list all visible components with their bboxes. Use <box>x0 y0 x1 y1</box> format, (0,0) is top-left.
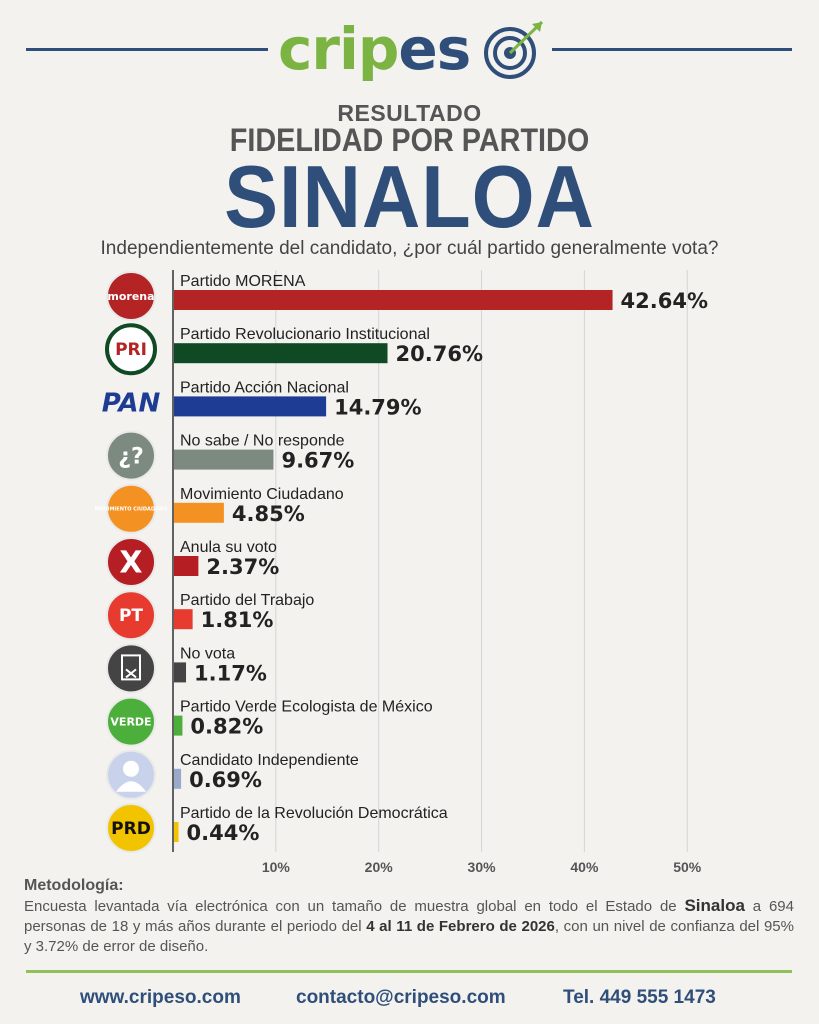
header-rule-right <box>552 48 792 51</box>
header-state: SINALOA <box>224 147 595 246</box>
category-label: No sabe / No responde <box>180 433 345 450</box>
x-tick-label: 20% <box>365 859 394 875</box>
header-rule-left <box>26 48 268 51</box>
category-label: Candidato Independiente <box>180 752 359 769</box>
svg-text:PT: PT <box>119 606 143 626</box>
bar <box>174 449 274 470</box>
methodology-text-b: a 694 personas de 18 y más años durante … <box>24 898 794 935</box>
category-label: Partido de la Revolución Democrática <box>180 805 448 822</box>
anula-x-icon: X <box>106 537 156 587</box>
cripeso-logo: cripes <box>278 14 548 84</box>
methodology-text-c: , con un nivel de confianza del 95% y 3.… <box>24 918 794 955</box>
value-label: 1.17% <box>194 661 267 685</box>
bar <box>174 822 179 842</box>
bar-chart: 10% 20% 30% 40% 50% morena Partido MORENA 42.64… <box>95 270 708 875</box>
svg-text:X: X <box>119 546 142 581</box>
value-label: 2.37% <box>206 555 279 579</box>
category-label: Partido del Trabajo <box>180 592 314 609</box>
value-label: 20.76% <box>396 342 483 366</box>
methodology: Metodología: Encuesta levantada vía elec… <box>24 876 794 957</box>
bar <box>174 662 187 683</box>
value-label: 4.85% <box>232 502 305 526</box>
x-tick-label: 50% <box>673 859 702 875</box>
value-label: 0.82% <box>190 715 263 739</box>
footer-website[interactable]: www.cripeso.com <box>80 987 241 1008</box>
bar <box>174 609 193 630</box>
pri-logo: PRI <box>105 323 157 376</box>
value-label: 1.81% <box>201 608 274 632</box>
value-label: 0.44% <box>187 821 260 845</box>
bar <box>174 290 613 310</box>
methodology-state: Sinaloa <box>684 896 745 915</box>
footer-phone: Tel. 449 555 1473 <box>563 987 716 1008</box>
verde-logo: VERDE <box>106 696 156 747</box>
logo-text-part1: crip <box>278 15 399 83</box>
value-label: 0.69% <box>189 768 262 792</box>
svg-text:¿?: ¿? <box>118 444 144 469</box>
header-subtitle: FIDELIDAD POR PARTIDO <box>229 122 590 158</box>
value-label: 42.64% <box>621 289 708 313</box>
no-vota-icon <box>106 643 156 694</box>
bar <box>174 502 224 523</box>
pt-logo: PT <box>106 590 156 641</box>
movimiento-ciudadano-logo: MOVIMIENTO CIUDADANO <box>95 483 168 534</box>
header-result: RESULTADO <box>337 100 482 126</box>
target-icon <box>484 20 544 79</box>
methodology-dates: 4 al 11 de Febrero de 2026 <box>366 918 555 935</box>
bar <box>174 715 183 736</box>
bar <box>174 556 199 576</box>
category-label: Partido MORENA <box>180 273 306 290</box>
bar <box>174 343 388 364</box>
svg-text:PRI: PRI <box>115 340 147 360</box>
pan-logo: PAN <box>102 389 161 419</box>
footer-rule <box>26 970 792 973</box>
svg-text:VERDE: VERDE <box>110 715 151 728</box>
value-label: 9.67% <box>281 449 354 473</box>
survey-question: Independientemente del candidato, ¿por c… <box>100 238 719 259</box>
methodology-title: Metodología: <box>24 877 124 894</box>
methodology-text: Encuesta levantada vía electrónica con u… <box>24 896 794 957</box>
x-tick-label: 40% <box>570 859 599 875</box>
morena-logo: morena <box>106 271 156 321</box>
svg-text:PAN: PAN <box>102 389 161 419</box>
methodology-text-a: Encuesta levantada vía electrónica con u… <box>24 898 685 915</box>
value-label: 14.79% <box>334 395 421 419</box>
footer-email[interactable]: contacto@cripeso.com <box>296 987 506 1008</box>
category-label: Partido Acción Nacional <box>180 379 349 396</box>
x-tick-label: 30% <box>468 859 497 875</box>
category-label: No vota <box>180 645 235 662</box>
svg-text:MOVIMIENTO CIUDADANO: MOVIMIENTO CIUDADANO <box>95 507 168 513</box>
bar <box>174 768 182 789</box>
svg-text:morena: morena <box>107 290 154 303</box>
category-label: Movimiento Ciudadano <box>180 486 344 503</box>
question-icon: ¿? <box>106 430 156 481</box>
logo-text-part2: es <box>398 15 471 83</box>
category-label: Partido Revolucionario Institucional <box>180 326 430 343</box>
prd-logo: PRD <box>106 803 156 853</box>
x-tick-label: 10% <box>262 859 291 875</box>
bar <box>174 396 327 417</box>
person-icon <box>106 749 156 800</box>
svg-text:PRD: PRD <box>111 819 151 839</box>
category-label: Anula su voto <box>180 539 277 556</box>
category-label: Partido Verde Ecologista de México <box>180 699 433 716</box>
